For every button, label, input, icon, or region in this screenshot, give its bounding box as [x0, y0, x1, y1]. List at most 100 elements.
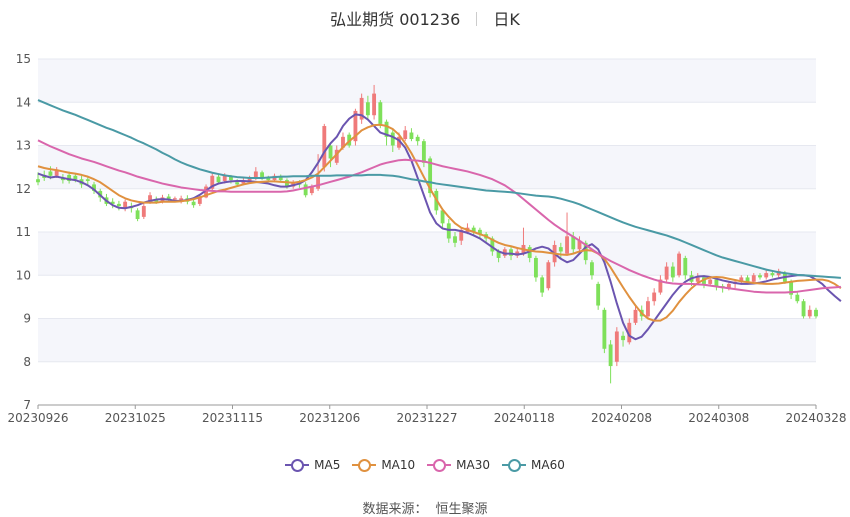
x-tick-label: 20231025 [105, 411, 166, 425]
candle [415, 134, 420, 146]
x-tick-label: 20231206 [299, 411, 360, 425]
candle-body [328, 145, 333, 159]
candle-body [123, 201, 128, 209]
candle-body [397, 136, 401, 148]
x-tick-label: 20240328 [785, 411, 846, 425]
candle [533, 255, 538, 282]
chart-title-row: 弘业期货 001236 日K [0, 6, 850, 30]
candle-body [577, 240, 582, 250]
candle-body [309, 186, 314, 194]
chart-period: 日K [493, 10, 520, 29]
y-tick-label: 7 [23, 398, 31, 412]
legend-marker [427, 458, 452, 472]
candle-body [670, 266, 675, 278]
plot-background [38, 59, 816, 362]
source-value: 恒生聚源 [435, 502, 488, 517]
candle [141, 203, 146, 220]
candle [627, 318, 632, 345]
candle-body [608, 344, 613, 367]
candle [565, 212, 569, 256]
candle [453, 232, 457, 248]
candle-body [172, 198, 177, 200]
legend-marker [285, 458, 310, 472]
candle-body [36, 179, 40, 183]
candle-body [446, 223, 451, 239]
candle-body [739, 277, 744, 282]
candle [670, 262, 675, 282]
candle [621, 331, 625, 347]
candle-body [502, 249, 507, 256]
candle-body [745, 277, 750, 282]
candle-body [235, 182, 240, 185]
candle-body [683, 257, 688, 276]
candle-body [384, 121, 389, 137]
candle [116, 200, 121, 211]
legend-item-ma10[interactable]: MA10 [352, 458, 415, 472]
candle-body [141, 206, 146, 217]
y-axis: 7 8 9 10 11 12 13 14 15 [16, 52, 31, 412]
candle-body [148, 195, 152, 202]
candle-body [316, 175, 321, 189]
candle-body [229, 176, 233, 181]
candle-body [677, 253, 682, 276]
candle-body [409, 132, 414, 140]
candle-body [726, 283, 731, 289]
candle-body [596, 283, 601, 306]
candle-body [770, 273, 775, 276]
candle-body [365, 102, 370, 116]
candle [372, 84, 377, 120]
candle-body [390, 132, 395, 146]
ma-line-ma60 [37, 99, 841, 279]
candle-body [453, 236, 457, 243]
moving-average-lines [37, 99, 842, 341]
candle [446, 219, 451, 243]
candle [135, 208, 140, 222]
candle-body [509, 249, 513, 256]
legend-item-ma5[interactable]: MA5 [285, 458, 340, 472]
candle [440, 208, 445, 228]
legend-label: MA30 [456, 458, 491, 472]
legend-label: MA5 [314, 458, 341, 472]
x-tick-label: 20240118 [494, 411, 555, 425]
y-tick-label: 14 [16, 95, 31, 109]
candle-body [459, 229, 464, 241]
candle-body [253, 171, 258, 178]
candle-body [490, 238, 495, 252]
candle-body [801, 301, 806, 317]
candle [527, 244, 532, 263]
candle-body [266, 177, 271, 181]
candle [814, 307, 818, 319]
candle-body [73, 175, 78, 180]
legend-item-ma30[interactable]: MA30 [427, 458, 490, 472]
candle [758, 273, 762, 280]
candle-body [708, 279, 713, 284]
candle [677, 251, 682, 278]
candle-body [565, 236, 569, 254]
plot-band [38, 59, 816, 103]
candle [770, 270, 775, 278]
legend-item-ma60[interactable]: MA60 [502, 458, 565, 472]
ma-line-ma30 [37, 139, 841, 294]
chart-title: 弘业期货 001236 [330, 10, 461, 29]
candle-body [602, 309, 607, 349]
x-tick-label: 20230926 [7, 411, 68, 425]
candle [801, 299, 806, 319]
candle [359, 93, 364, 124]
candle-body [85, 179, 90, 181]
candle [633, 305, 638, 325]
candle-body [583, 242, 588, 261]
candle-body [216, 176, 221, 183]
candle-body [154, 199, 159, 202]
candle [664, 262, 669, 282]
candle-body [67, 174, 72, 181]
legend-marker [502, 458, 527, 472]
candle-body [633, 309, 638, 323]
candle [384, 119, 389, 146]
candle [502, 247, 507, 258]
legend: MA5 MA10 MA30 MA60 [0, 458, 850, 475]
candle-body [322, 126, 327, 168]
candle-body [627, 322, 632, 343]
candle [590, 260, 594, 280]
candle-body [571, 236, 576, 250]
candle-body [714, 279, 719, 287]
